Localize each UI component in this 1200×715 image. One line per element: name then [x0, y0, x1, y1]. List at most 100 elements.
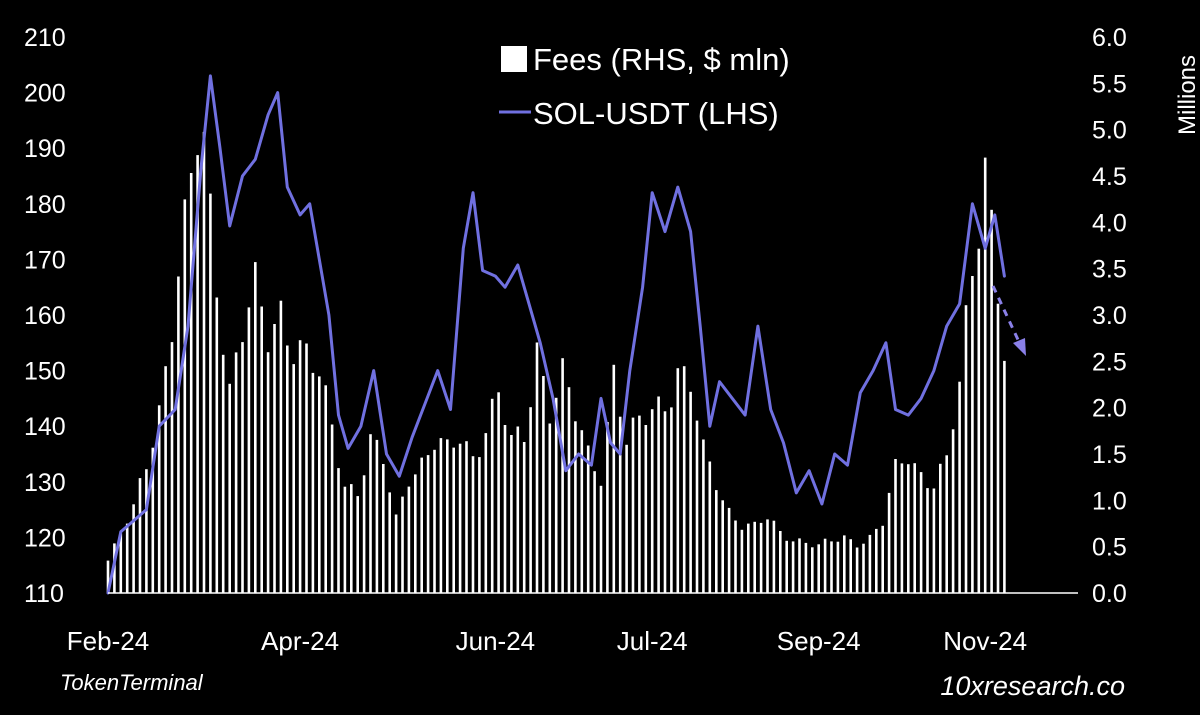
- fees-bar: [202, 131, 206, 593]
- fees-bar: [170, 342, 174, 593]
- fees-bar: [106, 560, 110, 593]
- fees-bar: [996, 303, 1000, 593]
- fees-bar: [791, 541, 795, 593]
- fees-bar: [311, 372, 315, 593]
- fees-bar: [734, 520, 737, 593]
- brand-label: 10xresearch.co: [940, 671, 1125, 701]
- fees-bar: [887, 492, 891, 593]
- fees-bar: [747, 523, 750, 593]
- fees-bar: [382, 464, 385, 593]
- fees-bar: [625, 444, 628, 593]
- fees-bar: [221, 354, 225, 593]
- fees-bar: [932, 488, 936, 593]
- fees-bar: [715, 490, 718, 593]
- fees-bar: [900, 463, 904, 593]
- right-tick-label: 6.0: [1092, 24, 1127, 52]
- left-axis-ticks: 110 120 130 140 150 160 170 180 190 200 210: [24, 24, 66, 608]
- fees-bar: [574, 421, 577, 593]
- fees-bar: [119, 533, 123, 593]
- left-tick-label: 110: [24, 580, 64, 608]
- left-tick-label: 140: [24, 413, 66, 441]
- fees-bar: [209, 193, 212, 593]
- x-tick-label: Jun-24: [456, 626, 536, 656]
- fees-bar: [881, 525, 884, 593]
- fees-bar: [439, 438, 443, 593]
- x-axis-ticks: Feb-24 Apr-24 Jun-24 Jul-24 Sep-24 Nov-24: [67, 626, 1027, 656]
- fees-bar: [254, 262, 257, 593]
- fees-bar: [260, 306, 263, 593]
- fees-bar: [446, 439, 449, 593]
- fees-bar: [305, 343, 308, 593]
- fees-bar: [849, 539, 852, 593]
- right-tick-label: 3.0: [1092, 302, 1127, 330]
- fees-bar: [414, 474, 417, 593]
- fees-bar: [657, 396, 660, 593]
- fees-bar: [151, 447, 155, 593]
- fees-bar: [286, 345, 289, 593]
- fees-bar: [606, 422, 609, 593]
- fees-bar: [471, 456, 475, 593]
- fees-bar: [811, 547, 814, 593]
- fees-bar: [125, 523, 129, 593]
- fees-bar: [939, 463, 942, 593]
- fees-bar: [1003, 360, 1006, 593]
- fees-bar: [420, 457, 423, 593]
- fees-bar: [228, 383, 231, 593]
- fees-bar: [971, 276, 974, 593]
- source-label: TokenTerminal: [60, 670, 204, 695]
- fees-bar: [727, 507, 731, 593]
- fees-bar: [266, 352, 270, 593]
- fees-bar: [843, 535, 846, 593]
- fees-bar: [919, 472, 923, 593]
- fees-bar: [132, 504, 135, 593]
- fees-bar: [855, 547, 859, 593]
- fees-bar: [157, 405, 161, 593]
- fees-bar: [926, 488, 929, 593]
- fees-bar: [785, 540, 788, 593]
- fees-bar: [945, 455, 948, 593]
- fees-bar: [798, 538, 801, 593]
- right-tick-label: 5.5: [1092, 70, 1127, 98]
- fees-bar: [401, 496, 404, 593]
- right-tick-label: 2.0: [1092, 395, 1127, 423]
- right-tick-label: 2.5: [1092, 348, 1127, 376]
- fees-bar: [433, 449, 436, 593]
- fees-bar: [196, 155, 199, 593]
- fees-bar: [567, 387, 571, 593]
- left-tick-label: 160: [24, 302, 66, 330]
- fees-bar: [990, 209, 993, 594]
- fees-bar: [298, 340, 302, 593]
- fees-bar: [676, 368, 680, 593]
- fees-bar: [740, 529, 744, 593]
- right-tick-label: 4.5: [1092, 163, 1127, 191]
- fees-bar: [753, 521, 756, 593]
- fees-bar: [490, 398, 494, 593]
- fees-bar: [875, 528, 878, 593]
- fees-bar: [907, 464, 910, 593]
- right-tick-label: 4.0: [1092, 209, 1127, 237]
- left-tick-label: 130: [24, 469, 66, 497]
- fees-bar: [465, 441, 468, 593]
- fees-bar: [215, 297, 219, 593]
- fees-bar: [279, 300, 283, 593]
- fees-bar: [644, 425, 648, 593]
- fees-bar: [586, 445, 590, 593]
- downtrend-arrow: [991, 285, 1026, 356]
- fees-bar: [426, 455, 430, 593]
- fees-bar: [766, 519, 769, 593]
- fees-bar: [599, 485, 603, 593]
- fees-bar: [330, 424, 334, 593]
- fees-bar: [177, 276, 180, 593]
- left-tick-label: 150: [24, 358, 66, 386]
- fees-bar: [478, 457, 481, 593]
- fees-bar: [612, 364, 616, 593]
- fees-bar: [631, 417, 635, 593]
- fees-bar: [318, 376, 321, 593]
- fees-bar: [951, 429, 955, 593]
- fees-bar: [650, 409, 654, 593]
- fees-bar: [529, 407, 532, 593]
- fees-bar: [561, 358, 564, 593]
- left-tick-label: 120: [24, 524, 66, 552]
- fees-bar: [510, 435, 513, 593]
